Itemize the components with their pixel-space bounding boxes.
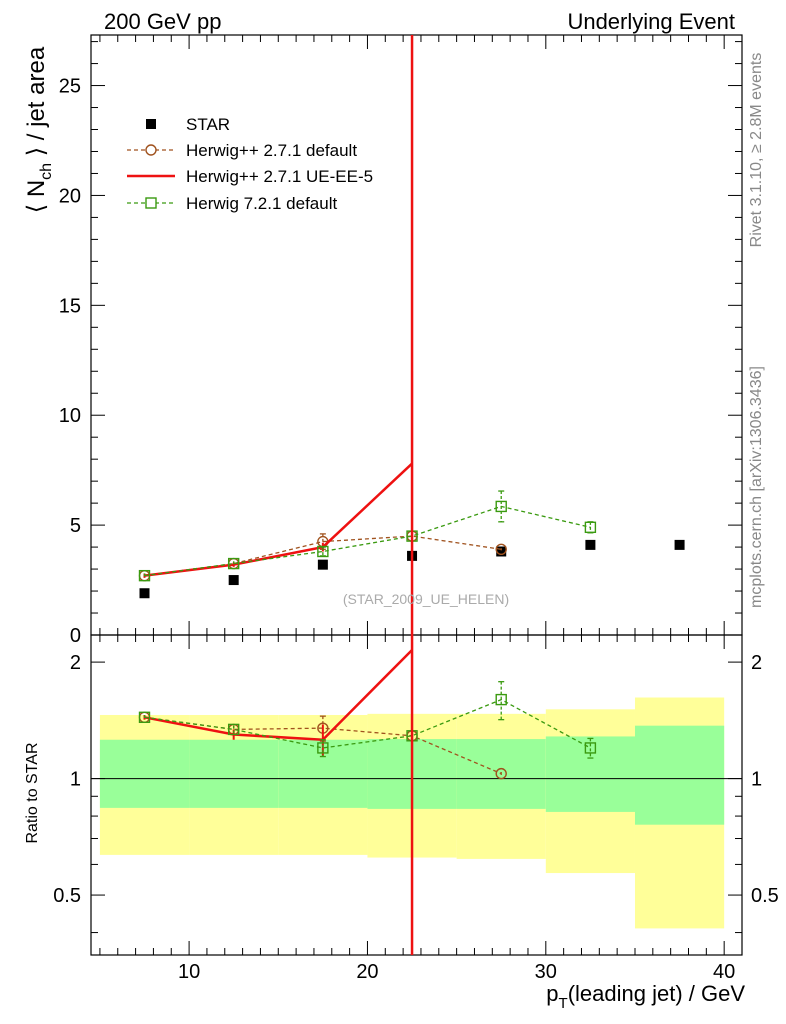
legend-label-star: STAR [186, 115, 230, 134]
ratio-herwig_pp_ueee5-line [144, 649, 413, 742]
analysis-watermark: (STAR_2009_UE_HELEN) [343, 591, 509, 607]
mcplots-reference-label: mcplots.cern.ch [arXiv:1306.3436] [748, 366, 765, 608]
main-y-axis-label: ⟨ Nch ⟩ / jet area [23, 46, 55, 213]
y-tick-label-ratio-left: 0.5 [53, 885, 81, 907]
legend-label-herwig_pp_default: Herwig++ 2.7.1 default [186, 141, 357, 160]
ratio-y-axis-label: Ratio to STAR [24, 742, 41, 843]
legend-label-herwig7: Herwig 7.2.1 default [186, 194, 337, 213]
ratio-herwig_pp_default-point [495, 767, 507, 780]
inner-band-5 [545, 736, 635, 812]
ratio-herwig7-point [495, 693, 507, 706]
header-right-label: Underlying Event [567, 9, 735, 34]
y-tick-label-ratio-right: 1 [751, 769, 762, 791]
x-axis-label: pT(leading jet) / GeV [546, 981, 745, 1012]
main-herwig7-point [227, 557, 240, 570]
main-star-point [585, 539, 596, 550]
ratio-herwig7-point [584, 742, 597, 754]
main-herwig7-line [144, 505, 591, 577]
main-star-point [674, 539, 685, 550]
header-left-label: 200 GeV pp [104, 9, 221, 34]
y-tick-label-ratio-left: 2 [70, 652, 81, 674]
y-tick-label-main: 20 [59, 185, 81, 207]
ratio-herwig7-line [144, 698, 591, 749]
y-tick-label-main: 0 [70, 625, 81, 647]
legend: STAR Herwig++ 2.7.1 default Herwig++ 2.7.1… [127, 115, 373, 213]
y-tick-label-ratio-right: 2 [751, 652, 762, 674]
x-tick-label: 20 [356, 961, 378, 983]
ratio-panel-frame [90, 634, 743, 956]
legend-marker-star [146, 119, 156, 129]
main-star-point [139, 588, 150, 599]
main-star-point [228, 575, 239, 586]
data-series [138, 35, 685, 955]
ratio-herwig7-point [227, 723, 240, 736]
axis-ticks [91, 35, 743, 955]
main-star-point [496, 546, 507, 557]
main-herwig7-point [138, 569, 151, 582]
x-tick-label: 40 [713, 961, 735, 983]
main-herwig7-point [317, 545, 329, 558]
legend-marker-herwig_pp_default [145, 144, 157, 156]
inner-band-6 [634, 725, 725, 825]
main-star-point [317, 559, 328, 570]
y-tick-label-ratio-right: 0.5 [751, 885, 779, 907]
y-tick-label-main: 25 [59, 76, 81, 98]
y-tick-label-main: 10 [59, 405, 81, 427]
y-tick-label-main: 15 [59, 295, 81, 317]
y-tick-label-main: 5 [70, 515, 81, 537]
inner-band-1 [189, 739, 279, 808]
main-herwig_pp_ueee5-line [144, 462, 413, 577]
x-tick-label: 30 [535, 961, 557, 983]
rivet-version-label: Rivet 3.1.10, ≥ 2.8M events [748, 53, 765, 248]
legend-label-herwig_pp_ueee5: Herwig++ 2.7.1 UE-EE-5 [186, 167, 373, 186]
ratio-herwig7-point [317, 742, 329, 754]
legend-marker-herwig7 [145, 197, 157, 209]
inner-band-0 [99, 739, 190, 808]
main-herwig_pp_default-point [495, 543, 507, 555]
y-tick-label-ratio-left: 1 [70, 769, 81, 791]
panel-frames [90, 34, 743, 956]
main-herwig7-point [584, 521, 597, 534]
x-tick-label: 10 [178, 961, 200, 983]
axis-tick-labels: 10 20 30 40 0 5 10 15 20 25 0.5 0.5 1 1 2 2 [53, 76, 779, 983]
main-herwig7-point [495, 500, 507, 513]
ratio-herwig7-point [138, 711, 151, 724]
